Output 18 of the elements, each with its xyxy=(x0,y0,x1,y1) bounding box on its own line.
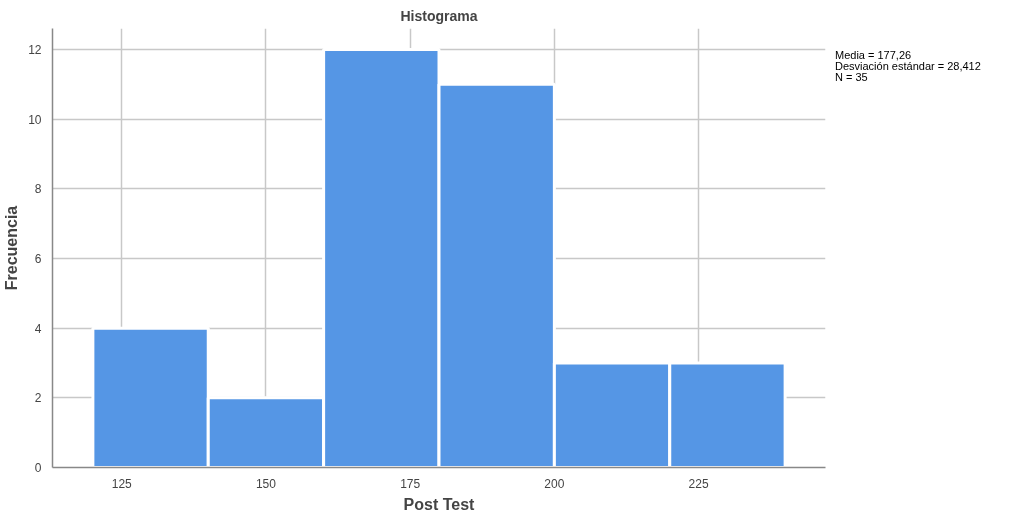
y-tick-label: 0 xyxy=(34,461,42,475)
y-tick-label: 10 xyxy=(28,112,42,127)
x-tick-label: 225 xyxy=(688,476,709,491)
x-tick-label: 175 xyxy=(400,476,421,491)
x-tick-label: 125 xyxy=(111,476,133,491)
y-axis-title: Frecuencia xyxy=(3,205,21,291)
y-tick-label: 2 xyxy=(34,391,42,406)
chart-title: Histograma xyxy=(400,7,478,24)
y-tick-label: 6 xyxy=(34,251,42,266)
x-tick-label: 150 xyxy=(255,476,277,491)
y-tick-label: 12 xyxy=(28,42,42,57)
text: Desviación estándar = 28,412 xyxy=(835,60,981,72)
y-tick-label: 4 xyxy=(34,321,42,336)
text: Media = 177,26 xyxy=(835,49,912,61)
text: N = 35 xyxy=(835,71,868,83)
x-tick-label: 200 xyxy=(544,476,565,491)
y-tick-label: 8 xyxy=(34,182,42,197)
x-axis-title: Post Test xyxy=(403,495,476,513)
